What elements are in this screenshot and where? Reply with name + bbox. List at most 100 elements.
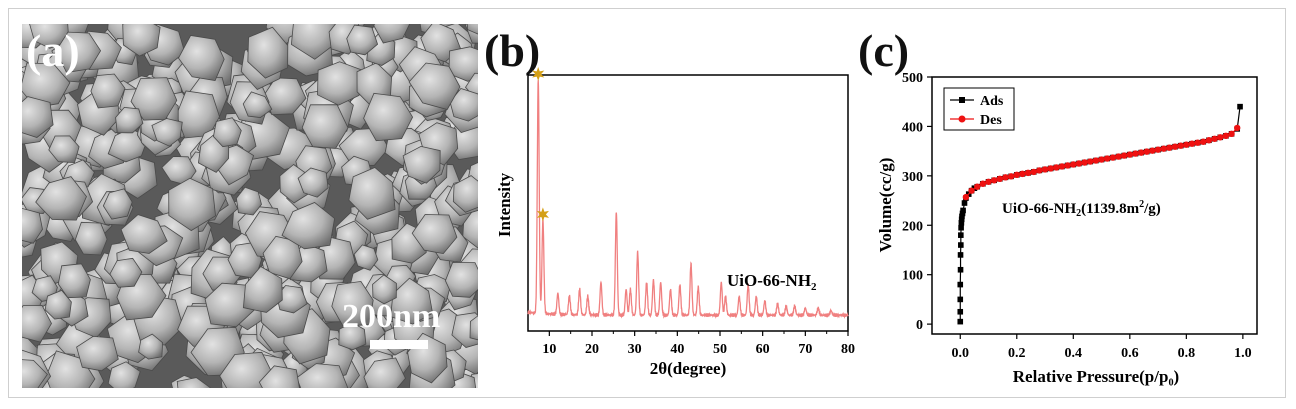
sem-particle (258, 365, 300, 388)
des-point (979, 180, 987, 187)
xrd-x-tick-label: 80 (841, 342, 855, 357)
sem-particle (411, 214, 458, 255)
sem-particle (90, 73, 126, 109)
des-point (1064, 162, 1071, 169)
des-point (1143, 148, 1150, 155)
panel-c-label: (c) (858, 25, 910, 76)
legend-des-marker (958, 115, 966, 123)
sem-particle (151, 118, 183, 147)
des-point (1166, 144, 1173, 151)
sem-particle (301, 104, 349, 149)
des-point (962, 193, 970, 201)
sem-particle (242, 91, 273, 119)
sem-particle (247, 26, 289, 79)
iso-x-tick-label: 0.2 (1008, 346, 1026, 361)
ads-point (959, 213, 965, 220)
des-point (1188, 140, 1196, 147)
des-point (968, 187, 975, 194)
iso-x-tick-label: 0.4 (1065, 346, 1083, 361)
sem-particle (338, 322, 367, 351)
sem-particle (178, 35, 225, 81)
des-point (1228, 130, 1235, 138)
ads-point (959, 210, 966, 217)
scale-bar (370, 340, 428, 349)
isotherm-plot-frame (931, 76, 1258, 335)
des-point (1024, 169, 1032, 177)
legend-ads-label: Ads (980, 94, 1004, 109)
ads-point (1237, 103, 1243, 110)
ads-point (958, 232, 964, 238)
des-point (1081, 159, 1088, 166)
iso-y-tick-label: 400 (902, 120, 923, 135)
ads-point (961, 200, 968, 206)
sem-particle (176, 377, 211, 388)
sem-particle (48, 135, 80, 164)
sem-particle (29, 24, 70, 49)
xrd-sample-label: UiO-66-NH2 (727, 271, 817, 293)
xrd-x-tick-label: 20 (585, 342, 599, 357)
sem-particle (348, 167, 396, 220)
des-point (1019, 170, 1026, 178)
des-point (990, 177, 998, 184)
sem-particle (290, 24, 338, 60)
ads-point (957, 318, 964, 325)
des-point (1149, 147, 1156, 154)
sem-particle (363, 92, 414, 142)
des-point (1036, 167, 1043, 174)
iso-y-tick-label: 300 (902, 170, 923, 185)
des-point (1030, 168, 1037, 176)
xrd-series-line (527, 80, 849, 319)
sem-particle (346, 24, 379, 56)
xrd-x-tick-label: 70 (798, 342, 812, 357)
des-point (1137, 149, 1145, 156)
xrd-x-tick-label: 40 (670, 342, 684, 357)
des-point (1109, 154, 1117, 161)
ads-point (957, 281, 964, 288)
des-point (1002, 174, 1009, 181)
isotherm-sample-label: UiO-66-NH2(1139.8m2/g) (1002, 199, 1161, 219)
des-point (1154, 146, 1162, 153)
iso-y-tick-label: 0 (916, 318, 923, 333)
sem-particle (219, 351, 275, 388)
sem-particle (102, 188, 133, 220)
iso-x-tick-label: 0.6 (1121, 346, 1139, 361)
iso-x-tick-label: 0.0 (952, 346, 970, 361)
des-point (1132, 150, 1139, 157)
sem-particle (107, 361, 141, 388)
sem-particle (55, 31, 102, 73)
panel-b-label: (b) (484, 25, 541, 76)
iso-y-tick-label: 200 (902, 219, 923, 234)
ads-point (958, 242, 964, 248)
isotherm-x-axis-label: Relative Pressure(p/p₀) (1013, 367, 1179, 386)
ads-point (957, 252, 964, 258)
scale-bar-label: 200nm (342, 298, 441, 335)
sem-particle (115, 106, 144, 134)
iso-x-tick-label: 1.0 (1234, 346, 1252, 361)
des-point (1211, 135, 1218, 142)
des-point (985, 178, 992, 185)
sem-particle (242, 265, 283, 313)
sem-particle (22, 62, 71, 108)
sem-particle (120, 214, 168, 254)
des-point (1234, 124, 1241, 132)
sem-particle (22, 96, 54, 138)
legend-ads-marker (959, 97, 965, 103)
des-point (1047, 165, 1054, 172)
des-point (1013, 171, 1020, 179)
ads-point (957, 296, 964, 303)
sem-particle (22, 359, 48, 388)
des-point (1058, 163, 1066, 170)
sem-particle (469, 315, 478, 341)
des-point (1183, 141, 1190, 148)
ads-point (960, 207, 966, 214)
sem-particle (444, 261, 478, 298)
des-point (1087, 158, 1094, 165)
sem-particle (466, 24, 478, 35)
des-point (1126, 151, 1134, 158)
legend-des-label: Des (980, 113, 1002, 128)
des-point (1171, 143, 1179, 150)
xrd-x-axis-label: 2θ(degree) (650, 359, 727, 378)
des-point (974, 183, 981, 190)
des-point (1070, 161, 1077, 168)
sem-particle (35, 176, 87, 221)
